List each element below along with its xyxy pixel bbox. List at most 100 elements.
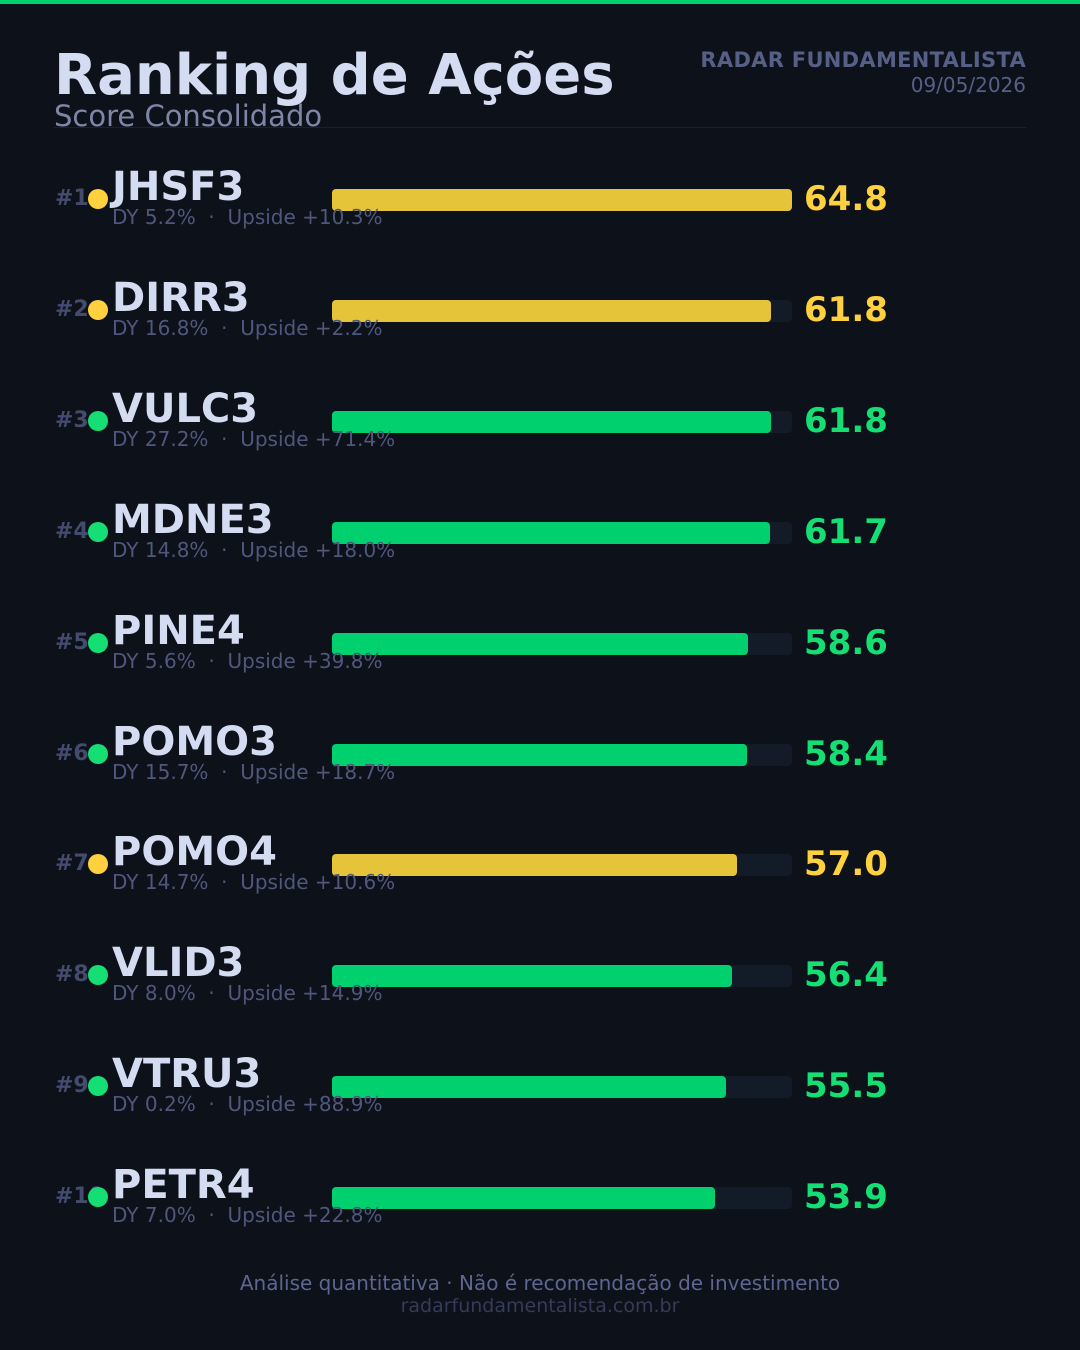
score-bar-track	[332, 189, 792, 211]
ticker-label: JHSF3	[112, 164, 245, 210]
report-date: 09/05/2026	[910, 73, 1026, 97]
score-bar	[332, 521, 770, 544]
upside-label: Upside +18.0%	[240, 537, 396, 562]
rank-label: #3	[55, 407, 89, 433]
status-dot-icon	[88, 299, 108, 320]
score-value: 61.7	[804, 511, 888, 552]
ranking-row: #10 PETR4 DY 7.0% · Upside +22.8% 53.9	[0, 1146, 1080, 1246]
score-bar	[332, 743, 747, 766]
status-dot-icon	[88, 854, 108, 875]
separator-dot: ·	[195, 1092, 228, 1117]
separator-dot: ·	[195, 1203, 228, 1228]
ranking-row: #8 VLID3 DY 8.0% · Upside +14.9% 56.4	[0, 924, 1080, 1024]
ticker-label: PINE4	[112, 607, 245, 654]
score-bar-track	[332, 965, 792, 988]
dividend-yield-label: DY 14.8%	[112, 537, 209, 562]
score-bar-track	[332, 410, 792, 433]
separator-dot: ·	[195, 648, 228, 673]
score-bar	[332, 1076, 726, 1099]
status-dot-icon	[88, 743, 108, 764]
metrics-label: DY 7.0% · Upside +22.8%	[112, 1203, 382, 1227]
dividend-yield-label: DY 5.6%	[112, 648, 196, 673]
status-dot-icon	[88, 521, 108, 542]
rank-label: #1	[55, 186, 89, 211]
score-bar	[332, 189, 792, 211]
score-bar-track	[332, 1187, 792, 1210]
separator-dot: ·	[195, 205, 228, 229]
dividend-yield-label: DY 0.2%	[112, 1092, 196, 1117]
upside-label: Upside +14.9%	[227, 981, 383, 1006]
ticker-label: VULC3	[112, 385, 259, 432]
status-dot-icon	[88, 1187, 108, 1208]
ranking-row: #5 PINE4 DY 5.6% · Upside +39.8% 58.6	[0, 592, 1080, 692]
upside-label: Upside +10.6%	[240, 870, 396, 895]
score-bar-track	[332, 521, 792, 544]
rank-label: #2	[55, 296, 89, 322]
separator-dot: ·	[208, 426, 241, 451]
rank-label: #6	[55, 740, 89, 766]
ranking-row: #3 VULC3 DY 27.2% · Upside +71.4% 61.8	[0, 370, 1080, 470]
metrics-label: DY 27.2% · Upside +71.4%	[112, 427, 395, 451]
upside-label: Upside +2.2%	[240, 315, 383, 340]
score-bar	[332, 410, 771, 433]
ranking-row: #1 JHSF3 DY 5.2% · Upside +10.3% 64.8	[0, 148, 1080, 248]
status-dot-icon	[88, 410, 108, 431]
separator-dot: ·	[208, 870, 241, 895]
rank-label: #5	[55, 629, 89, 655]
metrics-label: DY 15.7% · Upside +18.7%	[112, 760, 395, 784]
metrics-label: DY 8.0% · Upside +14.9%	[112, 981, 382, 1005]
metrics-label: DY 5.6% · Upside +39.8%	[112, 649, 382, 673]
dividend-yield-label: DY 7.0%	[112, 1203, 196, 1228]
score-value: 56.4	[804, 955, 888, 996]
rank-label: #7	[55, 851, 89, 877]
ranking-row: #6 POMO3 DY 15.7% · Upside +18.7% 58.4	[0, 703, 1080, 803]
score-bar-track	[332, 1076, 792, 1099]
dividend-yield-label: DY 14.7%	[112, 870, 209, 895]
score-value: 55.5	[804, 1066, 888, 1107]
ticker-label: VTRU3	[112, 1051, 262, 1098]
dividend-yield-label: DY 5.2%	[112, 205, 196, 229]
score-bar	[332, 299, 771, 322]
header-divider	[54, 127, 1026, 128]
score-value: 57.0	[804, 844, 888, 885]
score-bar	[332, 632, 748, 655]
score-value: 61.8	[804, 289, 888, 330]
footer-disclaimer: Análise quantitativa · Não é recomendaçã…	[239, 1271, 841, 1295]
top-accent-bar	[0, 0, 1080, 4]
upside-label: Upside +71.4%	[240, 426, 396, 451]
dividend-yield-label: DY 16.8%	[112, 315, 209, 340]
separator-dot: ·	[208, 537, 241, 562]
score-bar	[332, 854, 737, 877]
footer-site[interactable]: radarfundamentalista.com.br	[400, 1295, 680, 1317]
score-bar-track	[332, 632, 792, 655]
score-value: 61.8	[804, 400, 888, 441]
ranking-row: #4 MDNE3 DY 14.8% · Upside +18.0% 61.7	[0, 481, 1080, 581]
dividend-yield-label: DY 15.7%	[112, 759, 209, 784]
score-value: 64.8	[804, 179, 888, 219]
metrics-label: DY 14.8% · Upside +18.0%	[112, 538, 395, 562]
status-dot-icon	[88, 1076, 108, 1097]
brand-name: RADAR FUNDAMENTALISTA	[700, 48, 1026, 72]
score-value: 53.9	[804, 1177, 888, 1218]
ranking-row: #9 VTRU3 DY 0.2% · Upside +88.9% 55.5	[0, 1035, 1080, 1135]
separator-dot: ·	[208, 315, 241, 340]
score-bar	[332, 965, 733, 988]
rank-label: #4	[55, 518, 89, 544]
score-value: 58.4	[804, 733, 888, 774]
metrics-label: DY 0.2% · Upside +88.9%	[112, 1092, 382, 1116]
ranking-row: #7 POMO4 DY 14.7% · Upside +10.6% 57.0	[0, 813, 1080, 913]
separator-dot: ·	[208, 759, 241, 784]
score-value: 58.6	[804, 622, 888, 663]
score-bar-track	[332, 743, 792, 766]
status-dot-icon	[88, 189, 108, 209]
ticker-label: PETR4	[112, 1162, 255, 1209]
rank-label: #8	[55, 962, 89, 988]
ranking-row: #2 DIRR3 DY 16.8% · Upside +2.2% 61.8	[0, 259, 1080, 359]
ticker-label: DIRR3	[112, 274, 250, 321]
upside-label: Upside +88.9%	[227, 1092, 383, 1117]
status-dot-icon	[88, 632, 108, 653]
separator-dot: ·	[195, 981, 228, 1006]
ticker-label: MDNE3	[112, 496, 274, 543]
upside-label: Upside +10.3%	[227, 205, 383, 229]
rank-label: #9	[55, 1073, 89, 1099]
